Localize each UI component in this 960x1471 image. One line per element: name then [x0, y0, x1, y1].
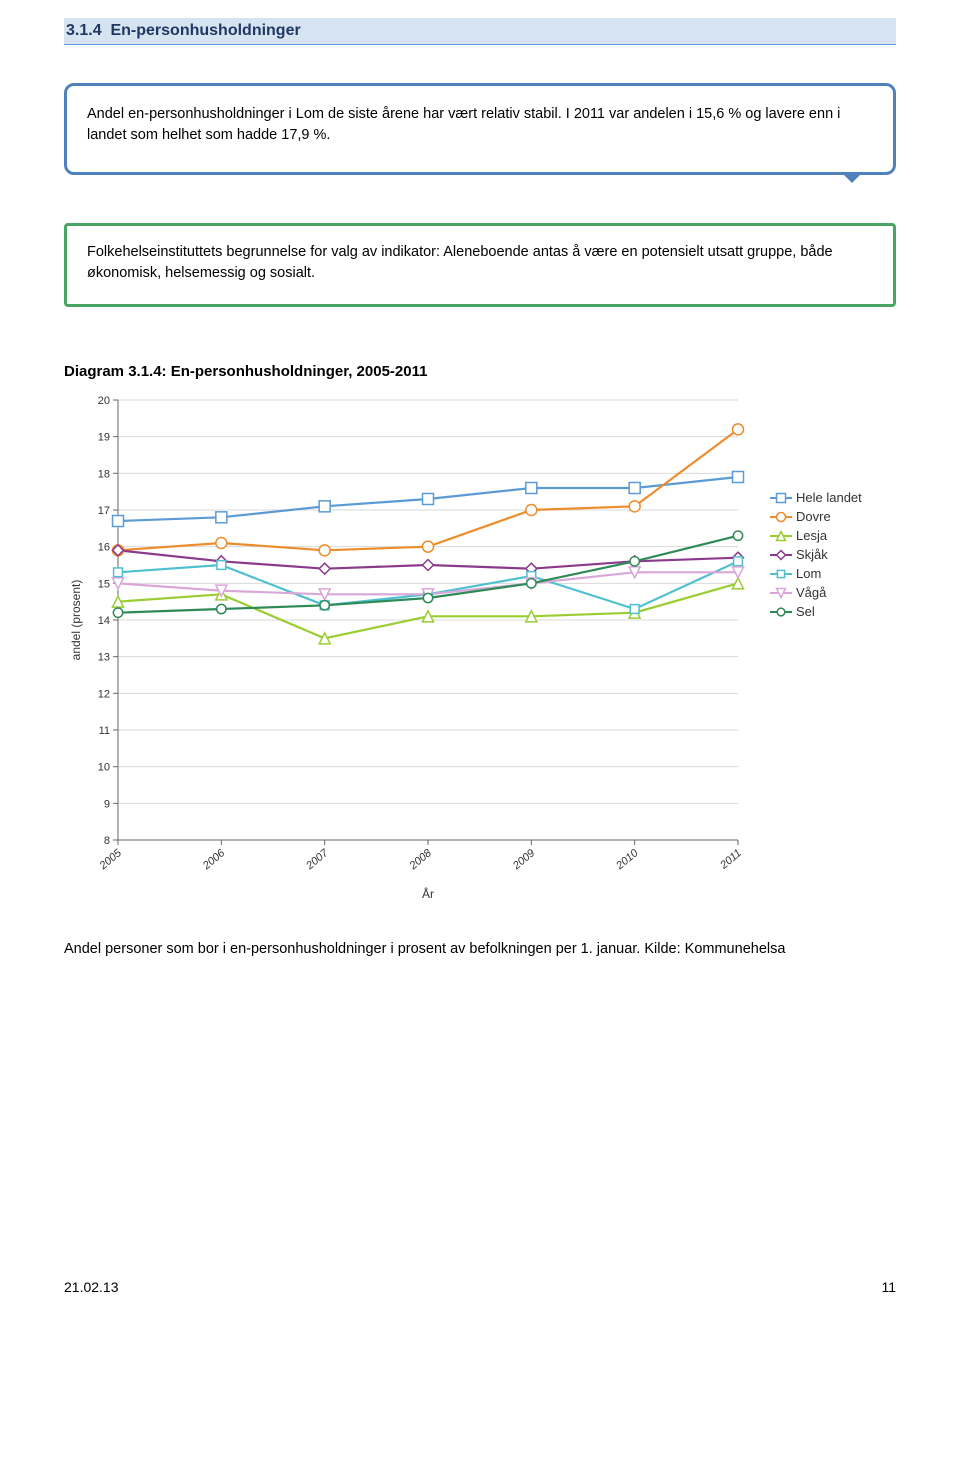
svg-text:13: 13 [98, 652, 110, 664]
callout-green: Folkehelseinstituttets begrunnelse for v… [64, 223, 896, 307]
chart-area: 8 9 10 11 12 13 14 15 16 17 18 19 20 2005 2006 2007 2008… [64, 390, 764, 917]
svg-text:2007: 2007 [303, 847, 331, 873]
svg-text:andel (prosent): andel (prosent) [69, 580, 83, 661]
legend-item-dovre: Dovre [770, 509, 862, 524]
square-marker-icon [770, 491, 792, 505]
legend-label: Dovre [796, 509, 831, 524]
tri-down-marker-icon [770, 586, 792, 600]
legend-label: Hele landet [796, 490, 862, 505]
diamond-marker-icon [770, 548, 792, 562]
svg-text:12: 12 [98, 688, 110, 700]
page-footer: 21.02.13 11 [64, 1279, 896, 1295]
circle-sm-marker-icon [770, 605, 792, 619]
legend-label: Skjåk [796, 547, 828, 562]
chart-caption: Andel personer som bor i en-personhushol… [64, 939, 896, 959]
footer-page-number: 11 [881, 1279, 896, 1295]
legend-label: Vågå [796, 585, 826, 600]
chart-wrap: 8 9 10 11 12 13 14 15 16 17 18 19 20 2005 2006 2007 2008… [64, 390, 896, 917]
svg-text:8: 8 [104, 835, 110, 847]
triangle-marker-icon [770, 529, 792, 543]
svg-text:16: 16 [98, 542, 110, 554]
legend-item-hele_landet: Hele landet [770, 490, 862, 505]
line-chart-svg: 8 9 10 11 12 13 14 15 16 17 18 19 20 2005 2006 2007 2008… [64, 390, 748, 912]
section-heading: 3.1.4 En-personhusholdninger [64, 18, 896, 45]
legend-item-lom: Lom [770, 566, 862, 581]
svg-text:År: År [422, 886, 434, 901]
svg-text:2008: 2008 [407, 847, 435, 873]
svg-text:2005: 2005 [97, 847, 125, 873]
svg-text:2009: 2009 [510, 847, 537, 873]
svg-text:11: 11 [99, 725, 110, 737]
legend-label: Sel [796, 604, 815, 619]
callout-green-text: Folkehelseinstituttets begrunnelse for v… [87, 244, 833, 281]
svg-text:9: 9 [104, 798, 110, 810]
callout-blue-text: Andel en-personhusholdninger i Lom de si… [87, 106, 840, 143]
heading-number: 3.1.4 [66, 22, 102, 39]
svg-text:20: 20 [98, 395, 110, 407]
svg-text:17: 17 [98, 505, 110, 517]
svg-text:15: 15 [98, 578, 110, 590]
legend-item-vaga: Vågå [770, 585, 862, 600]
svg-text:18: 18 [98, 468, 110, 480]
chart-legend: Hele landet Dovre Lesja Skjåk Lom Vågå Sel [764, 390, 862, 623]
svg-text:19: 19 [98, 432, 110, 444]
diagram-title: Diagram 3.1.4: En-personhusholdninger, 2… [64, 363, 896, 380]
square-sm-marker-icon [770, 567, 792, 581]
legend-label: Lesja [796, 528, 827, 543]
legend-label: Lom [796, 566, 821, 581]
footer-date: 21.02.13 [64, 1279, 119, 1295]
callout-blue: Andel en-personhusholdninger i Lom de si… [64, 83, 896, 175]
svg-text:10: 10 [98, 762, 110, 774]
heading-text: En-personhusholdninger [110, 22, 300, 39]
svg-text:2011: 2011 [717, 847, 744, 872]
circle-marker-icon [770, 510, 792, 524]
legend-item-skjak: Skjåk [770, 547, 862, 562]
legend-item-lesja: Lesja [770, 528, 862, 543]
svg-text:14: 14 [98, 615, 110, 627]
svg-text:2006: 2006 [200, 847, 228, 873]
legend-item-sel: Sel [770, 604, 862, 619]
svg-text:2010: 2010 [613, 847, 641, 873]
